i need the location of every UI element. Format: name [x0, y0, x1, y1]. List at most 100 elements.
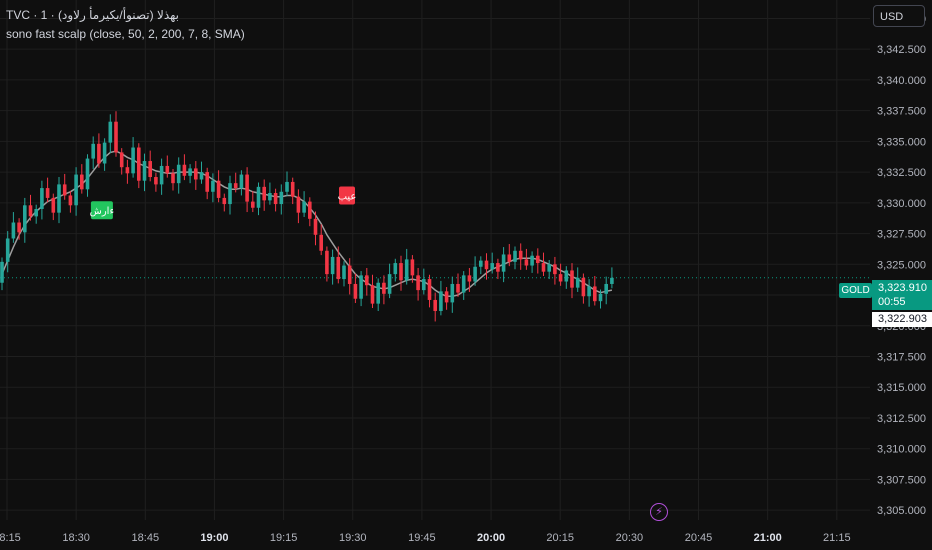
symbol-title[interactable]: TVC · 1 · بهذلا (تصنوأ/يكيرمأ رلاود)	[6, 8, 179, 22]
time-tick-label: 19:15	[270, 532, 298, 544]
time-tick-label: 20:45	[685, 532, 713, 544]
candle-body	[530, 255, 534, 266]
candle-body	[393, 263, 398, 275]
candle-body	[205, 172, 209, 192]
candle-body	[28, 205, 33, 217]
candle-body	[308, 201, 312, 219]
candle-body	[159, 165, 164, 185]
candle-body	[188, 168, 192, 176]
candle-body	[233, 183, 238, 189]
buy-signal-marker: ءارش	[90, 201, 115, 220]
candle-body	[125, 167, 130, 174]
candle-body	[387, 274, 392, 294]
candle-body	[268, 193, 272, 201]
candle-body	[119, 152, 124, 168]
signal-label: ءارش	[90, 206, 115, 217]
candle-body	[610, 277, 614, 284]
time-tick-label: 18:30	[62, 532, 90, 544]
candle-body	[296, 196, 301, 213]
time-axis[interactable]: 18:15 18:30 18:45 19:00 19:15 19:30 19:45 20:00…	[0, 532, 851, 544]
candle-body	[553, 264, 557, 275]
candle-body	[564, 270, 569, 282]
candle-body	[404, 259, 409, 281]
time-tick-label: 20:00	[477, 532, 505, 544]
candle-body	[313, 218, 318, 235]
candle-body	[382, 282, 386, 294]
candle-body	[541, 263, 546, 272]
time-tick-label: 21:15	[823, 532, 851, 544]
candle-body	[199, 172, 204, 180]
candle-body	[34, 208, 38, 217]
candle-body	[330, 256, 335, 275]
indicator-legend[interactable]: sono fast scalp (close, 50, 2, 200, 7, 8…	[6, 27, 245, 41]
candle-body	[91, 143, 95, 159]
currency-button[interactable]: USD	[873, 5, 925, 27]
candle-body	[490, 263, 494, 270]
candle-body	[62, 184, 67, 196]
time-tick-label: 20:30	[616, 532, 644, 544]
last-price-value: 3,323.910	[878, 282, 927, 294]
price-tick-label: 3,305.000	[877, 505, 926, 517]
candle-body	[524, 259, 529, 266]
candle-body	[399, 263, 403, 281]
candle-body	[114, 121, 118, 153]
signal-label: عيب	[338, 191, 357, 202]
candle-body	[262, 186, 266, 201]
candle-body	[290, 181, 295, 197]
time-tick-label: 20:15	[546, 532, 574, 544]
candle-body	[484, 260, 489, 270]
candle-body	[182, 164, 187, 176]
price-tick-label: 3,337.500	[877, 106, 926, 118]
price-tick-label: 3,330.000	[877, 198, 926, 210]
price-tick-label: 3,332.500	[877, 167, 926, 179]
candle-body	[365, 275, 369, 286]
candle-body	[211, 180, 215, 192]
candle-body	[256, 186, 261, 208]
candle-body	[444, 291, 449, 303]
candle-body	[422, 279, 426, 291]
signal-box	[90, 201, 113, 220]
candle-body	[353, 283, 358, 299]
candle-body	[439, 291, 443, 312]
candle-body	[342, 265, 346, 280]
candle-body	[496, 263, 500, 272]
candle-body	[410, 259, 415, 276]
price-tick-label: 3,312.500	[877, 413, 926, 425]
candle-body	[251, 201, 255, 208]
candle-body	[433, 299, 437, 312]
candle-body	[45, 188, 50, 198]
time-tick-label: 19:45	[408, 532, 436, 544]
candle-body	[302, 201, 306, 213]
candle-body	[142, 161, 147, 181]
sma-layer	[1, 150, 613, 298]
time-tick-label: 21:00	[754, 532, 782, 544]
candle-body	[0, 261, 4, 283]
candle-body	[228, 183, 232, 205]
candle-body	[216, 180, 221, 198]
symbol-price-tag: GOLD	[839, 283, 872, 298]
candle-body	[558, 274, 563, 282]
price-axis[interactable]: 3,345.0003,342.5003,340.0003,337.5003,33…	[877, 13, 926, 517]
candle-body	[570, 270, 574, 288]
candle-body	[336, 256, 341, 280]
lightning-icon[interactable]: ⚡︎	[650, 503, 668, 521]
candle-body	[74, 174, 78, 206]
candle-body	[17, 222, 21, 233]
candle-body	[176, 164, 181, 184]
price-tick-label: 3,342.500	[877, 44, 926, 56]
candle-body	[507, 254, 512, 262]
signal-box	[339, 186, 355, 205]
candle-body	[456, 283, 460, 293]
candle-body	[370, 285, 375, 304]
candle-body	[222, 197, 227, 205]
candle-body	[547, 264, 551, 272]
candle-body	[319, 234, 323, 251]
candle-body	[11, 222, 16, 239]
candles-layer	[0, 111, 614, 322]
last-price-label: 3,323.910 00:55	[872, 280, 932, 310]
candle-body	[23, 205, 27, 233]
candle-body	[239, 174, 244, 189]
candle-body	[325, 250, 329, 275]
time-tick-label: 19:30	[339, 532, 367, 544]
